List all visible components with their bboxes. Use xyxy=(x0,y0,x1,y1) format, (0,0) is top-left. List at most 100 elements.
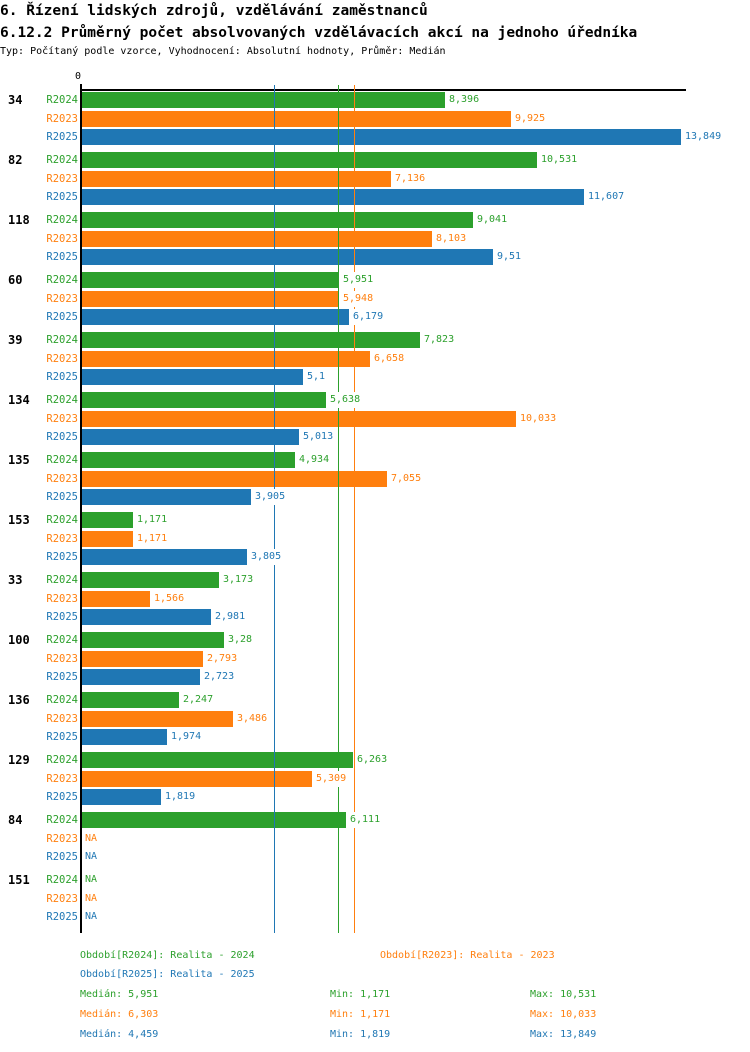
bar-r2024 xyxy=(82,572,219,588)
series-row-label: R2025 xyxy=(46,731,78,743)
bar-value-label: 6,111 xyxy=(349,812,382,828)
bar-value-label: 7,136 xyxy=(394,171,427,187)
bar-r2023 xyxy=(82,411,516,427)
series-row-label: R2023 xyxy=(46,353,78,365)
bar-value-label: 1,566 xyxy=(153,591,186,607)
series-row-label: R2023 xyxy=(46,413,78,425)
group-label: 100 xyxy=(8,633,30,647)
bar-value-label: 7,055 xyxy=(390,471,423,487)
series-row-label: R2024 xyxy=(46,94,78,106)
bar-value-label: 3,805 xyxy=(250,549,283,565)
bar-r2023 xyxy=(82,291,339,307)
x-axis-zero-tick-label: 0 xyxy=(74,71,82,82)
bar-value-label: 4,934 xyxy=(298,452,331,468)
stat-max-r2024: Max: 10,531 xyxy=(530,989,597,1000)
bar-na-label: NA xyxy=(84,872,99,888)
bar-r2025 xyxy=(82,729,167,745)
page-title: 6. Řízení lidských zdrojů, vzdělávání za… xyxy=(0,3,428,19)
series-row-label: R2025 xyxy=(46,851,78,863)
stat-max-r2025: Max: 13,849 xyxy=(530,1029,597,1040)
group-label: 82 xyxy=(8,153,23,167)
bar-value-label: 9,041 xyxy=(476,212,509,228)
bar-r2025 xyxy=(82,129,681,145)
bar-value-label: 9,925 xyxy=(514,111,547,127)
series-row-label: R2023 xyxy=(46,233,78,245)
bar-value-label: 1,974 xyxy=(170,729,203,745)
series-row-label: R2025 xyxy=(46,371,78,383)
bar-value-label: 11,607 xyxy=(587,189,626,205)
stat-min-r2024: Min: 1,171 xyxy=(330,989,391,1000)
bar-r2024 xyxy=(82,392,326,408)
series-row-label: R2025 xyxy=(46,671,78,683)
stat-median-r2023: Medián: 6,303 xyxy=(80,1009,159,1020)
series-row-label: R2023 xyxy=(46,593,78,605)
bar-value-label: 1,171 xyxy=(136,531,169,547)
series-row-label: R2023 xyxy=(46,113,78,125)
series-row-label: R2024 xyxy=(46,274,78,286)
group-label: 153 xyxy=(8,513,30,527)
bar-r2024 xyxy=(82,812,346,828)
series-row-label: R2024 xyxy=(46,874,78,886)
bar-value-label: 1,819 xyxy=(164,789,197,805)
group-label: 60 xyxy=(8,273,23,287)
bar-r2025 xyxy=(82,789,161,805)
group-label: 84 xyxy=(8,813,23,827)
bar-r2024 xyxy=(82,752,353,768)
series-row-label: R2023 xyxy=(46,653,78,665)
bar-value-label: 8,396 xyxy=(448,92,481,108)
series-row-label: R2024 xyxy=(46,214,78,226)
bar-r2025 xyxy=(82,429,299,445)
bar-r2024 xyxy=(82,152,537,168)
bar-value-label: 1,171 xyxy=(136,512,169,528)
series-row-label: R2024 xyxy=(46,574,78,586)
bar-value-label: 5,638 xyxy=(329,392,362,408)
bar-value-label: 6,658 xyxy=(373,351,406,367)
bar-r2024 xyxy=(82,332,420,348)
bar-value-label: 2,723 xyxy=(203,669,236,685)
series-row-label: R2024 xyxy=(46,334,78,346)
bar-r2023 xyxy=(82,351,370,367)
series-row-label: R2025 xyxy=(46,191,78,203)
bar-r2025 xyxy=(82,189,584,205)
bar-value-label: 2,793 xyxy=(206,651,239,667)
bar-value-label: 2,981 xyxy=(214,609,247,625)
stat-median-r2024: Medián: 5,951 xyxy=(80,989,159,1000)
series-row-label: R2024 xyxy=(46,754,78,766)
group-label: 34 xyxy=(8,93,23,107)
bar-na-label: NA xyxy=(84,831,99,847)
series-row-label: R2024 xyxy=(46,154,78,166)
bar-value-label: 5,1 xyxy=(306,369,327,385)
bar-r2023 xyxy=(82,591,150,607)
series-row-label: R2023 xyxy=(46,713,78,725)
group-label: 129 xyxy=(8,753,30,767)
bar-r2024 xyxy=(82,212,473,228)
series-row-label: R2024 xyxy=(46,454,78,466)
series-row-label: R2023 xyxy=(46,773,78,785)
bar-r2023 xyxy=(82,651,203,667)
bar-value-label: 10,033 xyxy=(519,411,558,427)
series-row-label: R2025 xyxy=(46,911,78,923)
bar-value-label: 3,173 xyxy=(222,572,255,588)
bar-r2025 xyxy=(82,369,303,385)
bar-r2024 xyxy=(82,632,224,648)
bar-r2023 xyxy=(82,171,391,187)
bar-r2023 xyxy=(82,531,133,547)
bar-r2025 xyxy=(82,249,493,265)
chart-meta-info: Typ: Počítaný podle vzorce, Vyhodnocení:… xyxy=(0,46,446,57)
stat-min-r2023: Min: 1,171 xyxy=(330,1009,391,1020)
bar-r2024 xyxy=(82,512,133,528)
bar-value-label: 5,013 xyxy=(302,429,335,445)
series-row-label: R2023 xyxy=(46,893,78,905)
series-row-label: R2025 xyxy=(46,311,78,323)
bar-value-label: 5,951 xyxy=(342,272,375,288)
bar-r2025 xyxy=(82,549,247,565)
bar-value-label: 7,823 xyxy=(423,332,456,348)
bar-r2023 xyxy=(82,711,233,727)
series-row-label: R2023 xyxy=(46,473,78,485)
bar-value-label: 5,309 xyxy=(315,771,348,787)
bar-r2023 xyxy=(82,771,312,787)
series-row-label: R2025 xyxy=(46,551,78,563)
bar-r2025 xyxy=(82,609,211,625)
series-row-label: R2025 xyxy=(46,131,78,143)
